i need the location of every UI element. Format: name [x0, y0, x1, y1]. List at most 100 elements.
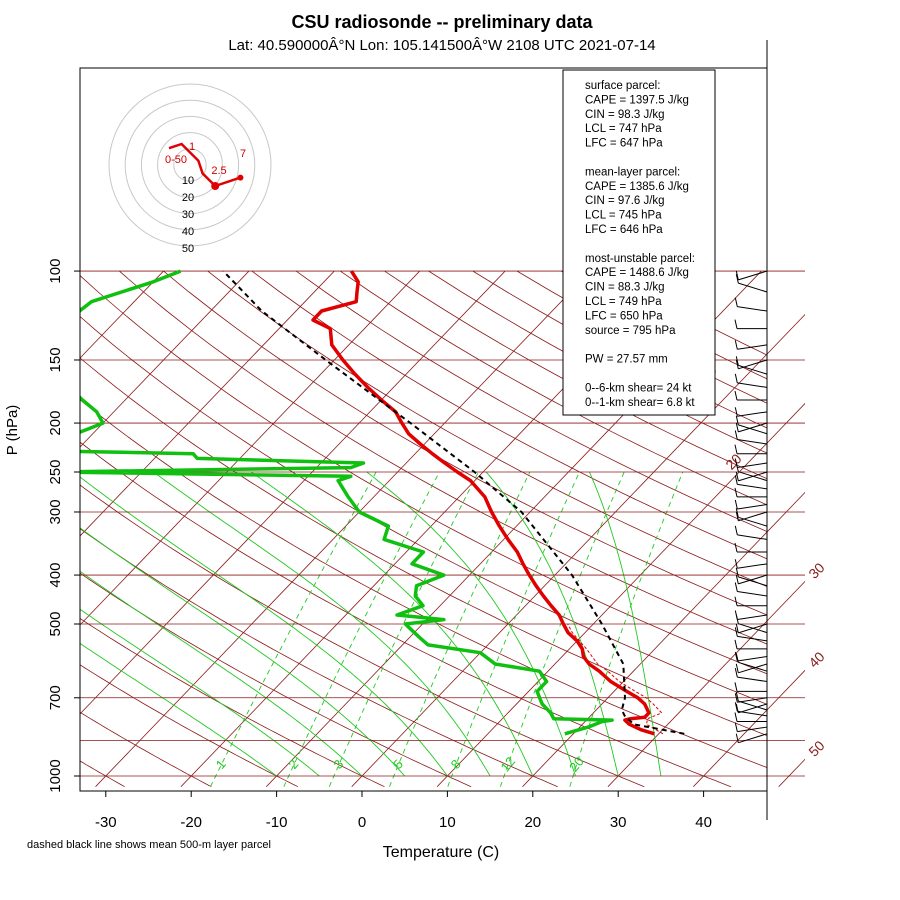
wind-barb-staff	[737, 697, 768, 703]
wind-barb-flag	[734, 639, 738, 650]
wind-barb-flag	[734, 525, 738, 536]
wind-barb-flag	[734, 499, 738, 510]
hodograph-ring	[157, 132, 223, 198]
wind-barb-staff	[738, 661, 768, 672]
parcel-info-line: CAPE = 1397.5 J/kg	[585, 94, 689, 106]
isotherm-line	[778, 758, 805, 787]
dry-adiabat-line	[80, 664, 299, 788]
moist-adiabat-grid	[80, 471, 662, 777]
hodograph-ring	[124, 99, 256, 231]
hodograph-point-label: 2.5	[211, 165, 226, 177]
wind-barb-flag	[734, 596, 738, 606]
wind-barb-staff	[737, 504, 768, 510]
mixing-ratio-label: 8	[448, 757, 464, 772]
mixing-ratio-label: 3	[330, 757, 346, 772]
parcel-info-line: CIN = 97.6 J/kg	[585, 195, 665, 207]
dry-adiabat-line	[119, 270, 767, 645]
parcel-info-line: 0--1-km shear= 6.8 kt	[585, 397, 695, 409]
pressure-tick-label: 250	[47, 459, 64, 484]
wind-barb-staff	[738, 511, 768, 522]
hodograph-point-label: 1	[189, 141, 195, 153]
wind-barb-flag	[735, 422, 739, 433]
wind-barb-staff	[737, 676, 768, 683]
dry-adiabat-line	[80, 528, 558, 788]
parcel-info-line: LFC = 650 hPa	[585, 310, 663, 322]
temperature-tick-label: 30	[610, 814, 627, 831]
wind-barb-flag	[734, 722, 738, 732]
pressure-tick-label: 700	[47, 685, 64, 710]
parcel-info-line: LFC = 647 hPa	[585, 138, 663, 150]
wind-barb-flag	[735, 356, 739, 366]
hodograph-ring-label: 40	[182, 226, 194, 238]
chart-subtitle: Lat: 40.590000Â°N Lon: 105.141500Â°W 210…	[228, 37, 655, 54]
wind-barb-flag	[734, 712, 738, 722]
mixing-ratio-label: 5	[390, 757, 406, 772]
isotherm-line	[0, 271, 78, 787]
mixing-ratio-line	[499, 471, 625, 787]
dry-adiabat-line	[207, 270, 767, 588]
dry-adiabat-line	[80, 572, 472, 788]
wind-barb-staff	[738, 422, 768, 433]
wind-barb-flag	[734, 458, 738, 468]
wind-barb-flag	[734, 444, 738, 454]
pressure-tick-label: 200	[47, 411, 64, 436]
isotherm-label: 50	[805, 737, 827, 759]
hodograph-ring	[173, 148, 207, 182]
temperature-tick-label: 10	[439, 814, 456, 831]
dry-adiabat-line	[80, 399, 767, 768]
pressure-tick-label: 500	[47, 611, 64, 636]
dry-adiabat-line	[251, 270, 767, 560]
parcel-info-line: most-unstable parcel:	[585, 253, 695, 265]
hodograph-ring	[108, 83, 272, 247]
wind-barb-flag	[734, 475, 738, 485]
wind-barb-staff	[738, 516, 768, 527]
hodograph-point	[211, 182, 220, 190]
moist-adiabat-line	[153, 471, 491, 777]
dry-adiabat-line	[80, 274, 767, 675]
sounding-series	[80, 269, 685, 736]
parcel-info-line: PW = 27.57 mm	[585, 354, 668, 366]
isotherm-line	[80, 270, 421, 626]
isotherm-label: 30	[805, 559, 827, 581]
dry-adiabat-line	[80, 484, 645, 788]
parcel-info-line: LCL = 747 hPa	[585, 123, 662, 135]
wind-barb-staff	[737, 726, 768, 733]
isotherm-line	[80, 270, 335, 537]
wind-barb-flag	[735, 508, 739, 518]
hodograph-ring-label: 30	[182, 209, 194, 221]
dewpoint-line	[80, 269, 614, 736]
wind-barb-flag	[734, 373, 738, 384]
wind-barb-flag	[735, 471, 739, 482]
y-axis-label: P (hPa)	[4, 405, 21, 456]
pressure-tick-label: 1000	[47, 759, 64, 792]
moist-adiabat-line	[366, 471, 576, 777]
mixing-ratio-line	[447, 471, 580, 787]
isotherm-line	[351, 313, 805, 787]
parcel-info-line: CIN = 98.3 J/kg	[585, 109, 665, 121]
wind-barb-flag	[735, 623, 739, 634]
wind-barb-flag	[734, 559, 738, 569]
mixing-ratio-grid	[210, 471, 684, 787]
hodograph-trace	[168, 142, 241, 188]
wind-barb-flag	[735, 511, 739, 521]
parcel-info-line: LFC = 646 hPa	[585, 224, 663, 236]
hodograph: 0-50 10 20 30 40 50 1 7 2.5	[108, 83, 272, 255]
dry-adiabat-line	[80, 617, 385, 788]
wind-barb-flag	[735, 273, 739, 284]
hodograph-ring-label: 50	[182, 243, 194, 255]
wind-barb-staff	[738, 663, 768, 674]
mixing-ratio-line	[283, 471, 440, 787]
temperature-line	[311, 270, 655, 736]
wind-barb-flag	[734, 627, 738, 637]
wind-barb-staff	[738, 623, 768, 634]
parcel-info-line: 0--6-km shear= 24 kt	[585, 382, 692, 394]
wind-barb-staff	[738, 733, 768, 744]
wind-barb-staff	[737, 614, 768, 620]
hodograph-point	[237, 174, 244, 181]
hodograph-ring-label: 20	[182, 192, 194, 204]
moist-adiabat-line	[80, 642, 277, 777]
temperature-tick-label: -30	[95, 814, 117, 831]
dry-adiabat-grid	[80, 270, 767, 788]
temperature-tick-label: 20	[524, 814, 541, 831]
